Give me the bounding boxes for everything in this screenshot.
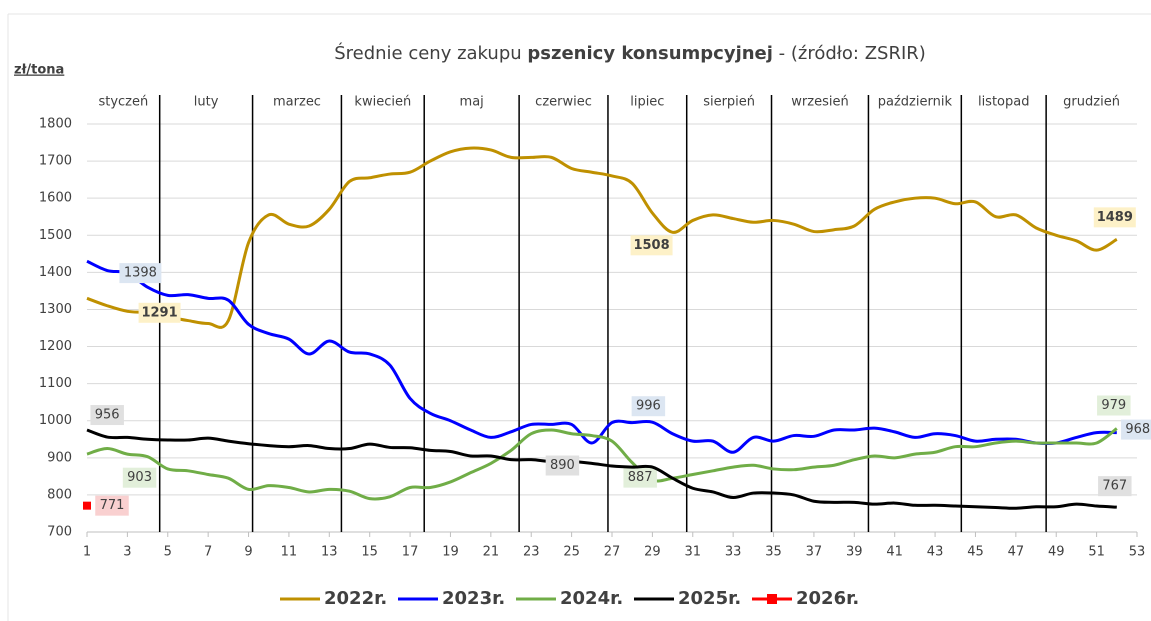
x-tick-label: 3 <box>123 545 131 560</box>
data-label: 956 <box>95 408 120 423</box>
legend-label: 2025r. <box>678 588 741 609</box>
y-tick-label: 1400 <box>39 265 72 280</box>
legend-label: 2022r. <box>324 588 387 609</box>
data-label-box <box>1093 207 1136 228</box>
point-marker <box>83 501 91 510</box>
data-label: 996 <box>636 399 661 414</box>
y-tick-label: 1500 <box>39 228 72 243</box>
month-label: luty <box>194 95 219 110</box>
data-label: 1489 <box>1097 210 1133 225</box>
y-tick-label: 1200 <box>39 339 72 354</box>
x-tick-label: 25 <box>563 545 580 560</box>
month-label: maj <box>460 95 484 110</box>
legend-label: 2024r. <box>560 588 623 609</box>
data-label: 979 <box>1101 398 1126 413</box>
data-label-box <box>138 302 181 323</box>
x-tick-label: 1 <box>83 545 91 560</box>
month-label: kwiecień <box>354 95 411 110</box>
data-label-box <box>122 467 157 488</box>
data-label: 767 <box>1102 479 1127 494</box>
month-label: styczeń <box>98 95 148 110</box>
x-tick-label: 33 <box>725 545 742 560</box>
x-tick-label: 7 <box>204 545 212 560</box>
x-tick-label: 53 <box>1129 545 1146 560</box>
x-tick-label: 27 <box>604 545 621 560</box>
data-label: 968 <box>1125 422 1150 437</box>
data-label-box <box>630 235 673 256</box>
y-tick-label: 700 <box>47 525 72 540</box>
data-label: 890 <box>550 458 575 473</box>
data-label: 1508 <box>633 238 669 253</box>
data-label-box <box>119 263 162 284</box>
data-label-box <box>1098 476 1132 497</box>
month-label: październik <box>878 95 953 110</box>
legend-label: 2023r. <box>442 588 505 609</box>
x-tick-label: 19 <box>442 545 459 560</box>
x-tick-label: 35 <box>765 545 782 560</box>
title-part: pszenicy konsumpcyjnej <box>527 43 773 64</box>
month-label: czerwiec <box>535 95 592 110</box>
data-label: 1291 <box>141 305 177 320</box>
x-tick-label: 47 <box>1008 545 1025 560</box>
x-tick-label: 21 <box>483 545 500 560</box>
data-label: 1398 <box>124 266 157 281</box>
data-label-box <box>90 405 124 426</box>
y-tick-label: 800 <box>47 487 72 502</box>
series-line <box>86 427 1118 501</box>
x-tick-label: 41 <box>886 545 903 560</box>
title-part: - (źródło: ZSRIR) <box>773 43 926 64</box>
data-label-box <box>95 495 129 516</box>
x-tick-label: 23 <box>523 545 540 560</box>
month-label: lipiec <box>630 95 664 110</box>
y-tick-label: 1100 <box>39 376 72 391</box>
legend-label: 2026r. <box>796 588 859 609</box>
x-tick-label: 51 <box>1088 545 1105 560</box>
x-tick-label: 9 <box>244 545 252 560</box>
y-axis-label: zł/tona <box>14 63 64 78</box>
data-label: 887 <box>628 470 653 485</box>
x-tick-label: 5 <box>164 545 172 560</box>
data-label-box <box>1121 419 1151 440</box>
data-label-box <box>1097 395 1131 416</box>
series-line <box>86 428 1117 510</box>
data-label: 903 <box>127 470 152 485</box>
x-tick-label: 11 <box>281 545 298 560</box>
x-tick-label: 37 <box>806 545 823 560</box>
chart-title: Średnie ceny zakupu pszenicy konsumpcyjn… <box>334 42 926 64</box>
y-tick-label: 1800 <box>39 117 72 132</box>
y-tick-label: 1000 <box>39 413 72 428</box>
y-tick-label: 900 <box>47 450 72 465</box>
data-label-box <box>545 455 580 476</box>
y-tick-label: 1300 <box>39 302 72 317</box>
data-label-box <box>623 467 657 488</box>
legend-marker <box>767 594 777 604</box>
data-label-box <box>631 396 666 417</box>
x-tick-label: 15 <box>361 545 378 560</box>
x-tick-label: 13 <box>321 545 338 560</box>
y-tick-label: 1600 <box>39 191 72 206</box>
title-part: Średnie ceny zakupu <box>334 42 527 64</box>
x-tick-label: 31 <box>684 545 701 560</box>
data-label: 771 <box>100 498 125 513</box>
month-label: sierpień <box>703 95 755 110</box>
x-tick-label: 39 <box>846 545 863 560</box>
month-label: wrzesień <box>791 95 848 110</box>
series-line <box>86 259 1117 454</box>
x-tick-label: 43 <box>927 545 944 560</box>
month-label: marzec <box>273 95 321 110</box>
series-line <box>86 146 1118 329</box>
x-tick-label: 45 <box>967 545 984 560</box>
x-tick-label: 29 <box>644 545 661 560</box>
month-label: grudzień <box>1063 95 1120 110</box>
month-label: listopad <box>978 95 1030 110</box>
x-tick-label: 17 <box>402 545 419 560</box>
x-tick-label: 49 <box>1048 545 1065 560</box>
y-tick-label: 1700 <box>39 154 72 169</box>
